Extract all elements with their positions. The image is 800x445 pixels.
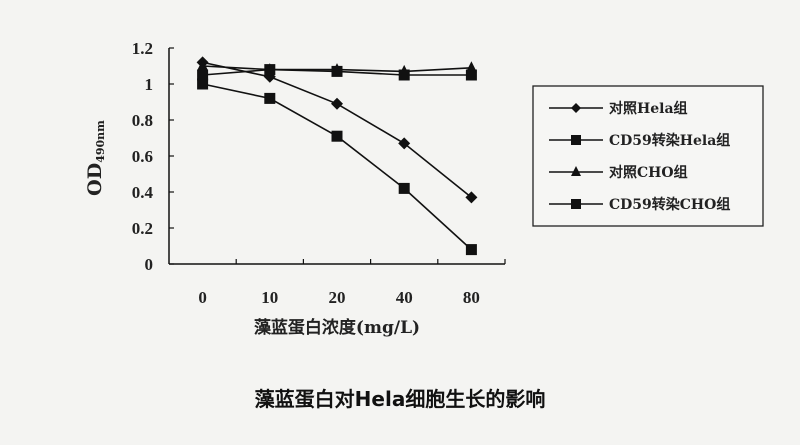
- y-tick-label: 0.8: [132, 111, 153, 130]
- square-marker: [465, 69, 477, 81]
- y-axis-title: OD490nm: [84, 120, 107, 196]
- legend-label: 对照Hela组: [609, 100, 688, 117]
- y-tick-label: 1.2: [132, 39, 153, 58]
- data-series: [196, 56, 478, 256]
- square-marker: [465, 244, 477, 256]
- legend-item: CD59转染CHO组: [549, 196, 730, 213]
- square-marker: [264, 92, 276, 104]
- diamond-marker: [331, 97, 343, 110]
- legend-item: 对照Hela组: [549, 100, 688, 117]
- y-tick-label: 1: [145, 75, 154, 94]
- legend-item: 对照CHO组: [549, 164, 688, 181]
- x-tick-label: 10: [261, 288, 278, 307]
- y-tick-label: 0: [145, 255, 154, 274]
- diamond-marker: [398, 137, 411, 150]
- legend-label: CD59转染CHO组: [609, 196, 730, 213]
- square-marker: [398, 69, 410, 81]
- square-marker: [571, 199, 581, 209]
- x-tick-label: 40: [396, 288, 413, 307]
- y-tick-label: 0.2: [132, 219, 153, 238]
- series-3: [197, 64, 477, 81]
- axes: 0 0.2 0.4 0.6 0.8 1 1.2 0 10 20 40 80 藻蓝蛋白浓度(mg/L) OD…: [84, 39, 506, 338]
- line-chart: 0 0.2 0.4 0.6 0.8 1 1.2 0 10 20 40 80 藻蓝蛋白浓度(mg/L) OD…: [84, 39, 764, 338]
- triangle-marker: [197, 59, 209, 71]
- legend-item: CD59转染Hela组: [549, 132, 730, 149]
- square-marker: [571, 135, 581, 145]
- triangle-marker: [571, 166, 581, 176]
- figure-caption: 藻蓝蛋白对Hela细胞生长的影响: [254, 387, 546, 411]
- series-0: [196, 56, 478, 204]
- square-marker: [398, 182, 410, 194]
- x-tick-label: 0: [198, 288, 207, 307]
- legend-label: 对照CHO组: [609, 164, 688, 181]
- series-1: [197, 78, 477, 256]
- x-axis-title: 藻蓝蛋白浓度(mg/L): [254, 317, 420, 338]
- square-marker: [331, 130, 343, 142]
- square-marker: [331, 65, 343, 77]
- square-marker: [197, 69, 209, 81]
- square-marker: [264, 64, 276, 76]
- diamond-marker: [571, 103, 581, 113]
- x-tick-label: 20: [329, 288, 346, 307]
- y-tick-label: 0.6: [132, 147, 153, 166]
- y-tick-label: 0.4: [132, 183, 154, 202]
- x-tick-label: 80: [463, 288, 480, 307]
- diamond-marker: [465, 191, 478, 204]
- square-marker: [197, 78, 209, 90]
- legend-label: CD59转染Hela组: [609, 132, 730, 149]
